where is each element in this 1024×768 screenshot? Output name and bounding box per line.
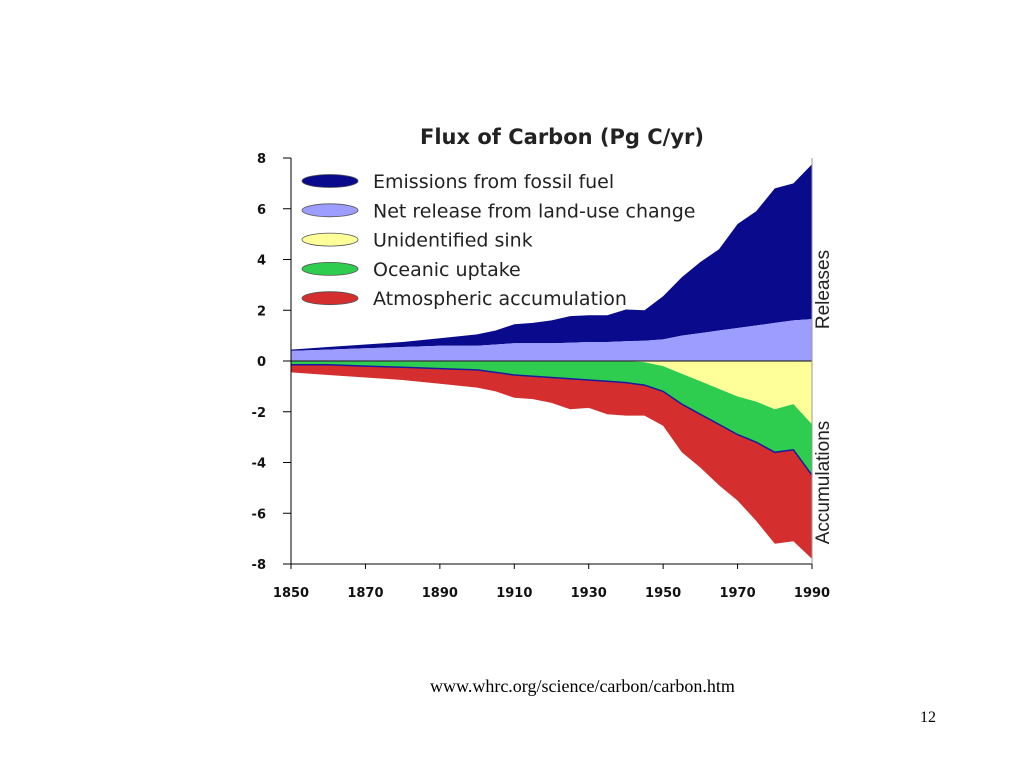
area-atmospheric-accumulation: [291, 364, 812, 559]
y-tick-label: 0: [257, 355, 266, 370]
x-tick-label: 1930: [571, 586, 607, 601]
legend-label: Oceanic uptake: [373, 259, 521, 281]
releases-label: Releases: [813, 250, 834, 329]
legend-label: Net release from land-use change: [373, 200, 695, 222]
legend: Emissions from fossil fuel Net release fr…: [301, 171, 695, 310]
legend-swatch: [301, 174, 359, 188]
x-tick-label: 1970: [719, 586, 755, 601]
source-url[interactable]: www.whrc.org/science/carbon/carbon.htm: [430, 676, 735, 696]
legend-swatch: [301, 291, 359, 306]
x-tick-label: 1950: [645, 586, 681, 601]
area-fossil-fuel-emissions: [291, 164, 812, 351]
y-tick-label: 2: [257, 304, 266, 319]
y-tick-label: -4: [252, 457, 266, 472]
y-tick-label: 8: [257, 152, 266, 167]
x-tick-label: 1990: [794, 586, 830, 601]
legend-label: Unidentified sink: [373, 230, 533, 252]
y-tick-label: -6: [252, 507, 266, 522]
y-tick-label: 6: [257, 203, 266, 218]
area-oceanic-uptake: [291, 361, 812, 476]
y-tick-label: -2: [252, 406, 266, 421]
x-tick-label: 1890: [422, 586, 458, 601]
slide-number: 12: [920, 709, 936, 726]
legend-swatch: [301, 203, 359, 218]
y-tick-label: -8: [252, 558, 266, 573]
legend-label: Emissions from fossil fuel: [373, 171, 614, 193]
x-tick-label: 1870: [347, 586, 383, 601]
x-tick-label: 1850: [273, 586, 309, 601]
chart-title: Flux of Carbon (Pg C/yr): [420, 125, 704, 149]
x-tick-label: 1910: [496, 586, 532, 601]
legend-label: Atmospheric accumulation: [373, 288, 627, 310]
legend-swatch: [301, 261, 359, 276]
y-tick-label: 4: [257, 254, 266, 269]
axes-layer: 8 6 4 2 0 -2 -4 -6 -8 1850 1870 1890 1910 1930 1950 197…: [252, 152, 831, 601]
legend-swatch: [301, 232, 359, 247]
ocean-atmosphere-boundary: [291, 364, 813, 476]
area-unidentified-sink: [291, 361, 812, 425]
accumulations-label: Accumulations: [813, 421, 834, 545]
area-land-use-change: [291, 319, 812, 361]
